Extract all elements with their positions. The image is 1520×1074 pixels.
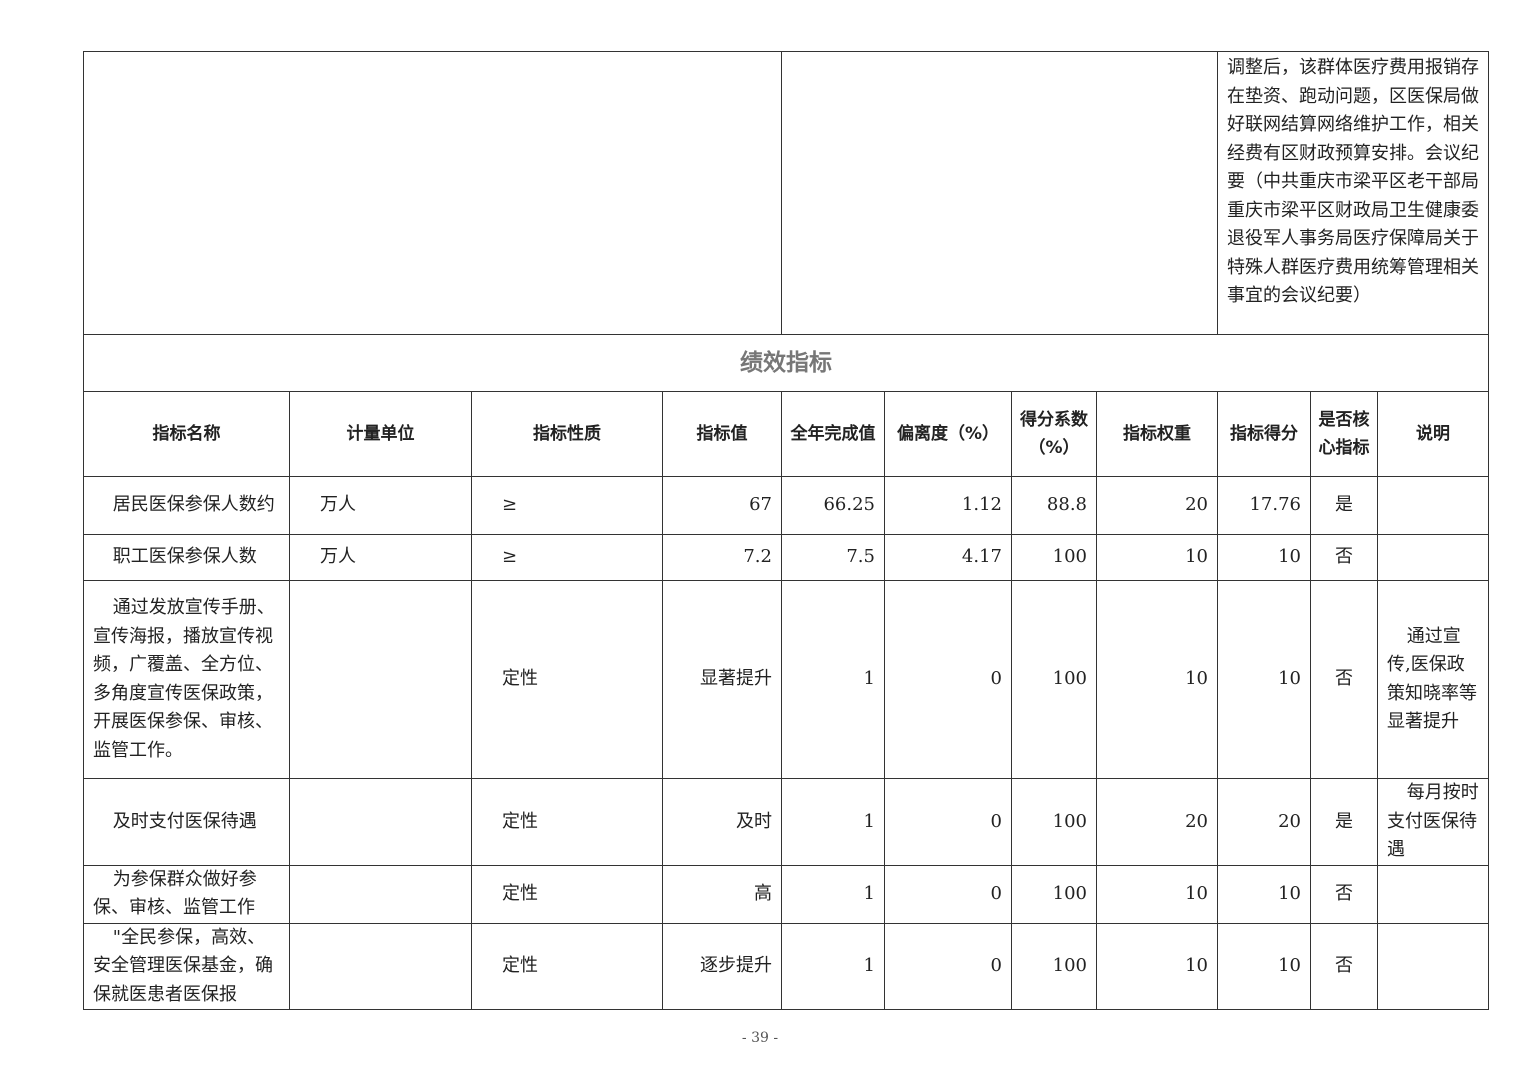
column-header: 说明: [1376, 391, 1490, 477]
score-coefficient-cell: 100: [1011, 864, 1097, 924]
score-coefficient-cell: 100: [1011, 778, 1097, 866]
score-cell: 10: [1217, 864, 1311, 924]
target-value-cell: 7.2: [662, 534, 782, 581]
deviation-cell: 1.12: [884, 476, 1012, 535]
is-core-cell: 否: [1310, 580, 1378, 779]
column-header: 指标值: [662, 391, 782, 477]
target-value-cell: 67: [662, 476, 782, 535]
score-cell: 17.76: [1217, 476, 1311, 535]
note-cell: [1376, 922, 1490, 1010]
deviation-cell: 4.17: [884, 534, 1012, 581]
nature-cell: 定性: [471, 580, 663, 779]
deviation-cell: 0: [884, 778, 1012, 866]
table-row: 通过发放宣传手册、宣传海报，播放宣传视频，广覆盖、全方位、多角度宣传医保政策，开…: [83, 580, 1490, 779]
indicator-name-cell: 及时支付医保待遇: [83, 778, 290, 866]
unit-cell: [289, 922, 472, 1010]
column-header: 是否核心指标: [1310, 391, 1378, 477]
note-cell: [1376, 534, 1490, 581]
weight-cell: 10: [1096, 580, 1218, 779]
is-core-cell: 否: [1310, 922, 1378, 1010]
score-coefficient-cell: 100: [1011, 534, 1097, 581]
column-header: 偏离度（%）: [884, 391, 1012, 477]
note-cell: 每月按时支付医保待遇: [1376, 778, 1490, 866]
unit-cell: [289, 778, 472, 866]
actual-value-cell: 1: [781, 778, 885, 866]
note-cell: 通过宣传,医保政策知晓率等显著提升: [1376, 580, 1490, 779]
target-value-cell: 逐步提升: [662, 922, 782, 1010]
nature-cell: ≥: [471, 534, 663, 581]
unit-cell: 万人: [289, 534, 472, 581]
indicator-name-cell: 居民医保参保人数约: [83, 476, 290, 535]
score-cell: 10: [1217, 534, 1311, 581]
is-core-cell: 是: [1310, 778, 1378, 866]
indicator-name-cell: 通过发放宣传手册、宣传海报，播放宣传视频，广覆盖、全方位、多角度宣传医保政策，开…: [83, 580, 290, 779]
weight-cell: 10: [1096, 864, 1218, 924]
actual-value-cell: 1: [781, 922, 885, 1010]
unit-cell: [289, 580, 472, 779]
is-core-cell: 否: [1310, 864, 1378, 924]
target-value-cell: 高: [662, 864, 782, 924]
unit-cell: [289, 864, 472, 924]
score-coefficient-cell: 100: [1011, 922, 1097, 1010]
actual-value-cell: 7.5: [781, 534, 885, 581]
is-core-cell: 否: [1310, 534, 1378, 581]
actual-value-cell: 1: [781, 580, 885, 779]
deviation-cell: 0: [884, 580, 1012, 779]
nature-cell: 定性: [471, 778, 663, 866]
is-core-cell: 是: [1310, 476, 1378, 535]
note-cell: [1376, 476, 1490, 535]
actual-value-cell: 1: [781, 864, 885, 924]
column-header: 全年完成值: [781, 391, 885, 477]
target-value-cell: 及时: [662, 778, 782, 866]
section-title: 绩效指标: [82, 334, 1490, 392]
empty-cell: [83, 51, 782, 335]
weight-cell: 10: [1096, 922, 1218, 1010]
weight-cell: 20: [1096, 778, 1218, 866]
indicator-name-cell: "全民参保，高效、安全管理医保基金，确保就医患者医保报: [83, 922, 290, 1010]
score-cell: 20: [1217, 778, 1311, 866]
column-header: 指标性质: [471, 391, 663, 477]
nature-cell: ≥: [471, 476, 663, 535]
column-header: 计量单位: [289, 391, 472, 477]
meeting-note-cell: 调整后，该群体医疗费用报销存在垫资、跑动问题，区医保局做好联网结算网络维护工作，…: [1216, 51, 1490, 335]
table-row: 为参保群众做好参保、审核、监管工作 定性高 1 0 100 10 10 否: [83, 864, 1490, 924]
table-row: 及时支付医保待遇 定性 及时 1 0 100 20 20 是每月按时支付医保待遇: [83, 778, 1490, 866]
score-cell: 10: [1217, 922, 1311, 1010]
indicator-name-cell: 职工医保参保人数: [83, 534, 290, 581]
column-header: 得分系数（%）: [1011, 391, 1097, 477]
nature-cell: 定性: [471, 922, 663, 1010]
performance-table: 调整后，该群体医疗费用报销存在垫资、跑动问题，区医保局做好联网结算网络维护工作，…: [82, 51, 1490, 1010]
unit-cell: 万人: [289, 476, 472, 535]
page-number: - 39 -: [741, 1030, 779, 1046]
table-row: 职工医保参保人数 万人 ≥7.2 7.5 4.17 100 10 10 否: [83, 534, 1490, 581]
weight-cell: 20: [1096, 476, 1218, 535]
score-coefficient-cell: 100: [1011, 580, 1097, 779]
score-cell: 10: [1217, 580, 1311, 779]
score-coefficient-cell: 88.8: [1011, 476, 1097, 535]
nature-cell: 定性: [471, 864, 663, 924]
deviation-cell: 0: [884, 864, 1012, 924]
section-title-row: 绩效指标: [82, 334, 1490, 392]
indicator-name-cell: 为参保群众做好参保、审核、监管工作: [83, 864, 290, 924]
table-row: "全民参保，高效、安全管理医保基金，确保就医患者医保报 定性 逐步提升 1 0 100 10…: [83, 922, 1490, 1010]
note-cell: [1376, 864, 1490, 924]
target-value-cell: 显著提升: [662, 580, 782, 779]
column-header: 指标得分: [1217, 391, 1311, 477]
top-row: 调整后，该群体医疗费用报销存在垫资、跑动问题，区医保局做好联网结算网络维护工作，…: [83, 51, 1490, 335]
column-header: 指标名称: [83, 391, 290, 477]
header-row: 指标名称 计量单位 指标性质 指标值 全年完成值 偏离度（%） 得分系数（%） 指标权重 指标得…: [83, 391, 1490, 477]
empty-cell: [781, 51, 1218, 335]
table-row: 居民医保参保人数约 万人 ≥67 66.25 1.12 88.8 20 17.76 是: [83, 476, 1490, 535]
weight-cell: 10: [1096, 534, 1218, 581]
deviation-cell: 0: [884, 922, 1012, 1010]
column-header: 指标权重: [1096, 391, 1218, 477]
actual-value-cell: 66.25: [781, 476, 885, 535]
